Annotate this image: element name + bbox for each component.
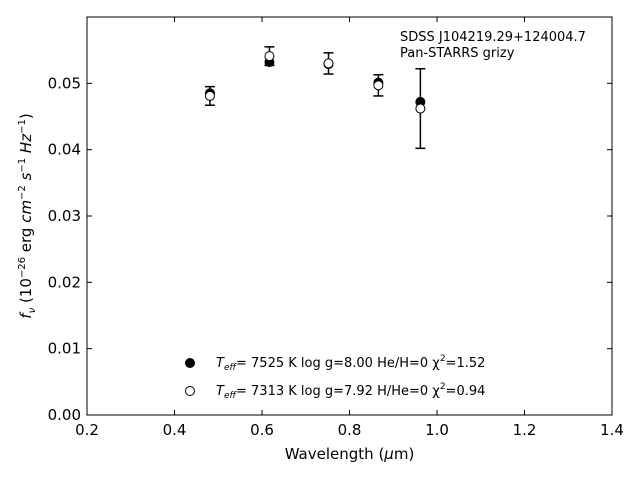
- legend-2-teff-sub: eff: [224, 391, 238, 401]
- x-tick-label: 0.2: [75, 421, 99, 439]
- legend-marker-open: [185, 386, 195, 396]
- x-tick-label: 1.2: [513, 421, 537, 439]
- y-tick-label: 0.01: [48, 340, 81, 358]
- legend-2-rest: = 7313 K log g=7.92 H/He=0 χ: [236, 384, 440, 399]
- legend-2-tail: =0.94: [446, 384, 486, 399]
- x-tick-label: 0.4: [163, 421, 187, 439]
- legend-2-teff: T: [216, 384, 225, 399]
- legend-1-teff: T: [216, 356, 225, 371]
- model-point-open: [264, 51, 275, 62]
- annotation-object-name: SDSS J104219.29+124004.7: [400, 30, 586, 45]
- legend-entry-1: Teff= 7525 K log g=8.00 He/H=0 χ2=1.52: [216, 354, 485, 373]
- y-tick-label: 0.04: [48, 141, 81, 159]
- y-tick-label: 0.02: [48, 273, 81, 291]
- model-point-open: [204, 90, 215, 101]
- y-axis-title: fν (10−26 erg cm−2 s−1 Hz−1): [17, 113, 38, 318]
- x-tick-label: 0.8: [338, 421, 362, 439]
- model-point-open: [373, 80, 384, 91]
- legend-entry-2: Teff= 7313 K log g=7.92 H/He=0 χ2=0.94: [216, 382, 485, 401]
- legend: Teff= 7525 K log g=8.00 He/H=0 χ2=1.52 T…: [185, 354, 485, 401]
- legend-marker-filled: [185, 358, 195, 368]
- y-tick-label: 0.05: [48, 74, 81, 92]
- model-point-open: [415, 103, 426, 114]
- legend-1-tail: =1.52: [446, 356, 486, 371]
- x-tick-label: 1.4: [600, 421, 624, 439]
- y-tick-label: 0.00: [48, 406, 81, 424]
- model-point-open: [323, 58, 334, 69]
- legend-1-sup: 2: [440, 354, 446, 364]
- data-marks: [204, 46, 426, 150]
- legend-1-teff-sub: eff: [224, 363, 238, 373]
- annotation-photometry: Pan-STARRS grizy: [400, 46, 515, 61]
- x-tick-label: 1.0: [425, 421, 449, 439]
- plot-frame: [86, 16, 613, 416]
- legend-1-rest: = 7525 K log g=8.00 He/H=0 χ: [236, 356, 440, 371]
- axis-ticks: 0.2 0.4 0.6 0.8 1.0 1.2 1.4 0.00 0.01 0.02 0.03 0.0…: [48, 17, 624, 439]
- x-tick-label: 0.6: [250, 421, 274, 439]
- y-tick-label: 0.03: [48, 207, 81, 225]
- legend-2-sup: 2: [440, 382, 446, 392]
- x-axis-title: Wavelength (μm): [285, 445, 415, 463]
